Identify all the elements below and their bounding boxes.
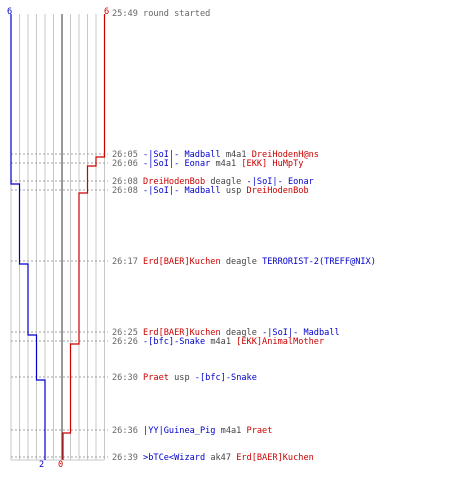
player-name: DreiHodenBob <box>143 177 205 187</box>
event-row: 26:05 -|SoI|- Madball m4a1 DreiHodenH@ns <box>112 150 319 160</box>
event-row: 25:49 round started <box>112 9 210 19</box>
weapon-name: usp <box>221 186 247 196</box>
player-name: Praet <box>247 426 273 436</box>
player-name: Praet <box>143 373 169 383</box>
event-time: 26:26 <box>112 337 143 347</box>
player-name: Erd[BAER]Kuchen <box>236 453 314 463</box>
player-name: DreiHodenBob <box>247 186 309 196</box>
kill-feed: 25:49 round started 26:05 -|SoI|- Madball… <box>112 9 376 463</box>
event-time: 26:06 <box>112 159 143 169</box>
event-row: 26:36 |YY|Guinea_Pig m4a1 Praet <box>112 426 272 436</box>
player-name: -[bfc]-Snake <box>195 373 257 383</box>
event-row: 26:30 Praet usp -[bfc]-Snake <box>112 373 257 383</box>
ct-start-count: 6 <box>7 7 12 17</box>
player-name: [EKK] HuMpTy <box>241 159 303 169</box>
weapon-name: m4a1 <box>210 159 241 169</box>
event-time: 26:08 <box>112 186 143 196</box>
player-name: -|SoI|- Madball <box>262 328 340 338</box>
weapon-name: deagle <box>221 328 262 338</box>
event-time: 26:39 <box>112 453 143 463</box>
player-name: >bTCe<Wizard <box>143 453 205 463</box>
event-row: 26:17 Erd[BAER]Kuchen deagle TERRORIST-2… <box>112 257 376 267</box>
player-name: Erd[BAER]Kuchen <box>143 257 221 267</box>
weapon-name: ak47 <box>205 453 236 463</box>
event-row: 26:26 -[bfc]-Snake m4a1 [EKK]AnimalMothe… <box>112 337 324 347</box>
player-name: -|SoI|- Eonar <box>247 177 314 187</box>
event-row: 26:39 >bTCe<Wizard ak47 Erd[BAER]Kuchen <box>112 453 314 463</box>
player-name: [EKK]AnimalMother <box>236 337 324 347</box>
t-alive-line <box>62 14 106 460</box>
score-labels: 6 6 2 0 <box>7 7 109 470</box>
player-name: |YY|Guinea_Pig <box>143 426 215 436</box>
player-name: round started <box>143 9 210 19</box>
event-time: 26:08 <box>112 177 143 187</box>
ct-end-count: 2 <box>39 460 44 470</box>
ct-alive-line <box>10 14 46 460</box>
event-time: 26:25 <box>112 328 143 338</box>
player-name: -|SoI|- Madball <box>143 186 221 196</box>
t-start-count: 6 <box>104 7 109 17</box>
weapon-name: usp <box>169 373 195 383</box>
player-name: -|SoI|- Eonar <box>143 159 210 169</box>
event-time: 26:05 <box>112 150 143 160</box>
player-name: -|SoI|- Madball <box>143 150 221 160</box>
event-row: 26:25 Erd[BAER]Kuchen deagle -|SoI|- Mad… <box>112 328 340 338</box>
event-row: 26:08 DreiHodenBob deagle -|SoI|- Eonar <box>112 177 314 187</box>
event-time: 26:30 <box>112 373 143 383</box>
event-time: 25:49 <box>112 9 143 19</box>
event-row: 26:08 -|SoI|- Madball usp DreiHodenBob <box>112 186 309 196</box>
event-connectors <box>11 153 108 458</box>
weapon-name: m4a1 <box>221 150 252 160</box>
timeline-grid <box>10 14 105 461</box>
weapon-name: deagle <box>221 257 262 267</box>
weapon-name: m4a1 <box>215 426 246 436</box>
weapon-name: deagle <box>205 177 246 187</box>
alive-count-steps <box>10 14 106 460</box>
player-name: TERRORIST-2(TREFF@NIX) <box>262 257 376 267</box>
event-row: 26:06 -|SoI|- Eonar m4a1 [EKK] HuMpTy <box>112 159 303 169</box>
player-name: -[bfc]-Snake <box>143 337 205 347</box>
event-time: 26:36 <box>112 426 143 436</box>
player-name: Erd[BAER]Kuchen <box>143 328 221 338</box>
weapon-name: m4a1 <box>205 337 236 347</box>
player-name: DreiHodenH@ns <box>252 150 319 160</box>
t-end-count: 0 <box>58 460 63 470</box>
event-time: 26:17 <box>112 257 143 267</box>
